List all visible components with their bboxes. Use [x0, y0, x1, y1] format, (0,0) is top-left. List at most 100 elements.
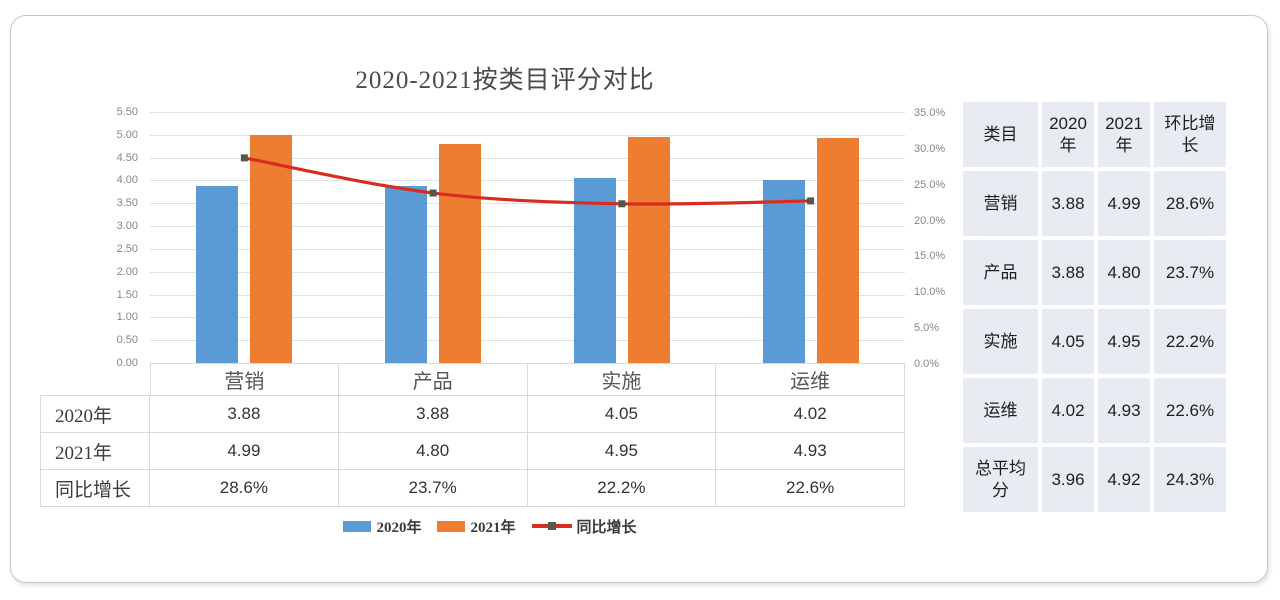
- plot-area: [150, 112, 905, 364]
- left-axis-tick: 2.00: [116, 265, 138, 278]
- data-table-cell-r1-c3: 4.93: [716, 433, 905, 470]
- gridline: [150, 294, 905, 296]
- legend-label: 2020年: [376, 519, 422, 536]
- bar-2021-2: [627, 137, 670, 363]
- gridline: [150, 180, 905, 182]
- data-table-corner: [40, 363, 150, 396]
- summary-cell-r0-c1: 3.88: [1042, 171, 1094, 236]
- data-table-cell-r1-c2: 4.95: [527, 433, 717, 470]
- data-table-cell-r1-c1: 4.80: [338, 433, 528, 470]
- summary-cell-r1-c1: 3.88: [1042, 240, 1094, 305]
- summary-table: 类目 2020年 2021年 环比增长营销 3.88 4.99 28.6% 产品 3.88 4.8…: [963, 102, 1226, 512]
- summary-header-3: 环比增长: [1154, 102, 1226, 167]
- summary-cell-r1-c3: 23.7%: [1154, 240, 1226, 305]
- summary-cell-r4-c3: 24.3%: [1154, 447, 1226, 512]
- legend-item-0: 2020年: [343, 516, 421, 537]
- summary-cell-r0-c2: 4.99: [1098, 171, 1150, 236]
- gridline: [150, 112, 905, 113]
- right-axis-tick: 15.0%: [914, 250, 946, 263]
- bar-2021-3: [816, 138, 859, 363]
- summary-cell-r3-c2: 4.93: [1098, 378, 1150, 443]
- left-axis-tick: 0.50: [116, 334, 138, 347]
- summary-header-0: 类目: [963, 102, 1038, 167]
- chart-legend: 2020年 2021年 同比增长: [90, 513, 890, 539]
- summary-cell-r3-c3: 22.6%: [1154, 378, 1226, 443]
- legend-label: 同比增长: [576, 519, 637, 536]
- data-table-cell-r2-c0: 28.6%: [150, 470, 339, 507]
- summary-cell-r2-c3: 22.2%: [1154, 309, 1226, 374]
- summary-cell-r0-c0: 营销: [963, 171, 1038, 236]
- category-header-1: 产品: [338, 363, 528, 396]
- bar-2021-1: [439, 143, 482, 363]
- legend-line-icon: [531, 522, 572, 530]
- line-marker-0: [240, 154, 248, 162]
- summary-cell-r4-c1: 3.96: [1042, 447, 1094, 512]
- summary-cell-r0-c3: 28.6%: [1154, 171, 1226, 236]
- right-axis-tick: 25.0%: [914, 178, 946, 191]
- summary-cell-r2-c0: 实施: [963, 309, 1038, 374]
- right-axis-tick: 35.0%: [914, 107, 946, 119]
- gridline: [150, 340, 905, 342]
- data-table-cell-r0-c0: 3.88: [150, 396, 339, 433]
- data-table-row-header-2: 同比增长: [40, 470, 150, 507]
- summary-cell-r2-c2: 4.95: [1098, 309, 1150, 374]
- category-header-3: 运维: [716, 363, 905, 396]
- category-header-2: 实施: [527, 363, 717, 396]
- left-axis-tick: 3.00: [116, 220, 138, 233]
- left-axis-tick: 2.50: [116, 242, 138, 255]
- right-axis-tick: 10.0%: [914, 286, 946, 299]
- bar-2021-0: [250, 135, 293, 363]
- data-table-cell-r0-c1: 3.88: [338, 396, 528, 433]
- summary-cell-r4-c0: 总平均分: [963, 447, 1038, 512]
- gridline: [150, 271, 905, 273]
- gridline: [150, 157, 905, 159]
- legend-item-1: 2021年: [437, 516, 516, 537]
- chart-title: 2020-2021按类目评分对比: [355, 67, 655, 94]
- left-axis-tick: 5.00: [116, 128, 138, 141]
- left-axis-tick: 5.50: [116, 106, 138, 118]
- legend-line-marker-icon: [547, 522, 556, 530]
- data-table-row-header-1: 2021年: [40, 433, 150, 470]
- left-axis-tick: 4.50: [116, 151, 138, 164]
- right-axis-tick: 20.0%: [914, 214, 946, 227]
- summary-cell-r1-c2: 4.80: [1098, 240, 1150, 305]
- gridline: [150, 203, 905, 205]
- bar-2020-1: [385, 185, 428, 363]
- data-table-cell-r2-c1: 23.7%: [338, 470, 528, 507]
- data-table-cell-r1-c0: 4.99: [150, 433, 339, 470]
- data-table-cell-r2-c3: 22.6%: [716, 470, 905, 507]
- line-marker-2: [618, 200, 626, 208]
- data-table-cell-r0-c2: 4.05: [527, 396, 717, 433]
- left-axis-tick: 4.00: [116, 174, 138, 187]
- growth-line-layer: [240, 154, 815, 208]
- legend-swatch-icon: [343, 520, 372, 532]
- line-marker-1: [429, 189, 437, 197]
- data-table-cell-r0-c3: 4.02: [716, 396, 905, 433]
- bar-2020-3: [762, 179, 805, 363]
- summary-cell-r2-c1: 4.05: [1042, 309, 1094, 374]
- left-axis-tick: 3.50: [116, 197, 138, 210]
- legend-item-2: 同比增长: [531, 516, 637, 537]
- gridline: [150, 134, 905, 136]
- left-axis-tick: 0.00: [116, 357, 138, 369]
- line-marker-3: [807, 197, 815, 205]
- data-table-row-header-0: 2020年: [40, 396, 150, 433]
- summary-cell-r3-c1: 4.02: [1042, 378, 1094, 443]
- bar-2020-0: [196, 185, 239, 363]
- bar-2020-2: [573, 178, 616, 363]
- growth-line: [242, 156, 813, 206]
- chart-data-table: 营销 产品 实施 运维 2020年 3.88 3.88 4.05 4.02 2021年 4.99 4.…: [40, 363, 905, 507]
- gridline: [150, 317, 905, 319]
- summary-cell-r1-c0: 产品: [963, 240, 1038, 305]
- summary-cell-r4-c2: 4.92: [1098, 447, 1150, 512]
- right-axis-tick: 0.0%: [914, 358, 940, 370]
- gridline: [150, 226, 905, 228]
- summary-header-2: 2021年: [1098, 102, 1150, 167]
- category-header-0: 营销: [150, 363, 339, 396]
- legend-label: 2021年: [470, 519, 516, 536]
- summary-cell-r3-c0: 运维: [963, 378, 1038, 443]
- data-table-cell-r2-c2: 22.2%: [527, 470, 717, 507]
- summary-header-1: 2020年: [1042, 102, 1094, 167]
- right-axis-tick: 5.0%: [914, 322, 940, 335]
- legend-swatch-icon: [437, 520, 466, 532]
